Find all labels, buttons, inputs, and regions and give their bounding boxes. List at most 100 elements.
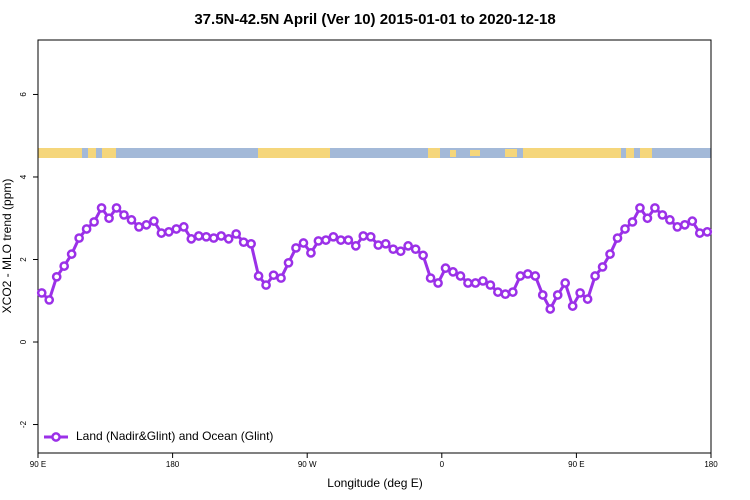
land-segment — [523, 148, 621, 158]
data-point — [111, 203, 122, 213]
data-point — [433, 278, 443, 288]
data-point — [500, 289, 511, 300]
data-point — [216, 231, 227, 241]
data-point — [178, 222, 189, 232]
y-tick-label: 4 — [19, 174, 28, 179]
data-point — [156, 228, 167, 238]
land-segment — [258, 148, 330, 158]
data-point — [672, 222, 683, 232]
data-point — [253, 271, 264, 281]
data-point — [268, 270, 279, 281]
data-point — [418, 250, 428, 261]
data-point — [306, 248, 316, 258]
land-segment — [450, 150, 456, 157]
data-point — [665, 215, 675, 225]
land-segment — [88, 148, 96, 158]
x-tick-label: 90 E — [30, 460, 46, 469]
data-point — [545, 304, 556, 314]
data-point — [164, 227, 174, 237]
data-point — [171, 224, 182, 234]
land-segment — [640, 148, 652, 158]
data-point — [336, 235, 346, 245]
y-tick-label: 0 — [19, 339, 28, 344]
data-point — [261, 280, 271, 290]
x-tick-label: 0 — [440, 460, 445, 469]
data-point — [410, 244, 421, 255]
data-point — [463, 278, 473, 288]
data-point — [582, 294, 593, 304]
land-segment — [38, 148, 82, 158]
data-point — [478, 276, 488, 286]
data-point — [44, 295, 55, 305]
data-point — [119, 210, 129, 220]
land-segment — [102, 148, 116, 158]
data-point — [321, 235, 331, 245]
data-point — [358, 231, 369, 241]
data-point — [425, 273, 436, 283]
data-point — [679, 219, 690, 230]
data-point — [515, 271, 526, 281]
data-point — [298, 238, 309, 248]
data-point — [193, 231, 204, 241]
chart-title: 37.5N-42.5N April (Ver 10) 2015-01-01 to… — [194, 11, 555, 28]
land-segment — [428, 148, 440, 158]
land-segment — [470, 150, 480, 156]
data-point — [328, 231, 339, 242]
data-point — [231, 229, 242, 239]
data-point — [373, 240, 384, 250]
x-axis-label: Longitude (deg E) — [327, 476, 422, 490]
data-point — [59, 261, 70, 271]
x-tick-label: 90 E — [568, 460, 584, 469]
data-point — [186, 234, 197, 244]
data-point — [635, 203, 645, 213]
x-tick-label: 180 — [704, 460, 718, 469]
data-point — [575, 288, 585, 298]
y-tick-label: 6 — [19, 92, 28, 97]
data-point — [283, 257, 294, 268]
data-point — [276, 273, 286, 283]
data-point — [350, 241, 361, 251]
land-segment — [626, 148, 634, 158]
data-point — [530, 271, 541, 281]
data-point — [620, 224, 630, 234]
data-point — [388, 244, 399, 255]
data-point — [485, 280, 496, 290]
data-point — [455, 271, 466, 281]
data-point — [470, 278, 481, 288]
land-ocean-strip — [38, 148, 711, 158]
data-point — [89, 217, 99, 227]
data-point — [567, 301, 578, 311]
y-axis-label: XCO2 - MLO trend (ppm) — [0, 179, 14, 314]
data-point — [657, 210, 668, 220]
data-point — [552, 290, 563, 300]
data-point — [448, 267, 458, 277]
data-point — [141, 219, 152, 230]
data-point — [395, 246, 406, 257]
data-point — [507, 287, 518, 297]
data-point — [702, 227, 713, 237]
data-point — [313, 236, 324, 246]
data-point — [343, 235, 354, 245]
data-point — [560, 278, 571, 288]
data-point — [81, 224, 92, 234]
data-point — [403, 241, 413, 251]
legend-marker — [51, 432, 61, 442]
ocean-band — [38, 148, 711, 158]
x-tick-label: 180 — [166, 460, 180, 469]
y-tick-label: 2 — [19, 257, 28, 262]
data-point — [104, 213, 114, 224]
data-point — [238, 237, 249, 248]
y-tick-label: -2 — [19, 420, 28, 428]
data-point — [223, 234, 234, 244]
data-point — [590, 271, 600, 281]
data-point — [440, 263, 451, 274]
data-point — [291, 243, 301, 253]
data-point — [687, 216, 698, 226]
data-point — [51, 271, 62, 282]
data-point — [380, 238, 391, 249]
data-point — [597, 262, 608, 272]
data-point — [208, 233, 219, 243]
data-point — [627, 217, 638, 227]
data-point — [650, 203, 660, 213]
